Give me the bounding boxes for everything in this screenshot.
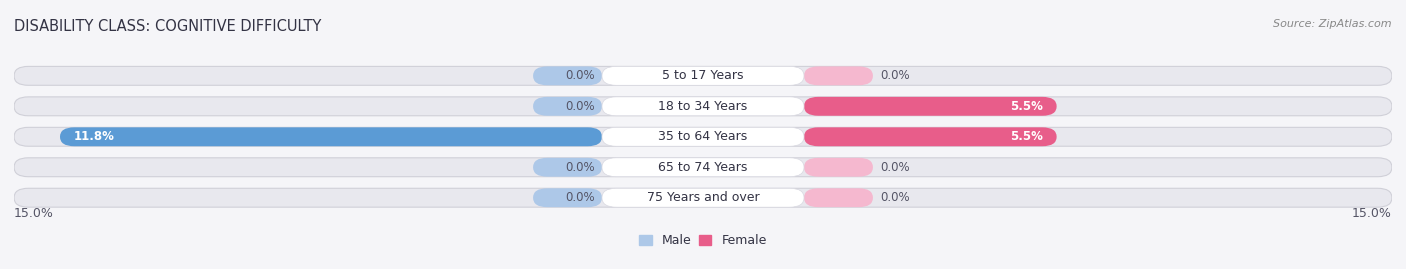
FancyBboxPatch shape	[804, 66, 873, 85]
Text: 75 Years and over: 75 Years and over	[647, 191, 759, 204]
FancyBboxPatch shape	[804, 158, 873, 177]
Text: 65 to 74 Years: 65 to 74 Years	[658, 161, 748, 174]
Text: 5 to 17 Years: 5 to 17 Years	[662, 69, 744, 82]
FancyBboxPatch shape	[533, 188, 602, 207]
FancyBboxPatch shape	[14, 97, 1392, 116]
Text: Source: ZipAtlas.com: Source: ZipAtlas.com	[1274, 19, 1392, 29]
Text: 11.8%: 11.8%	[73, 130, 115, 143]
FancyBboxPatch shape	[14, 188, 1392, 207]
Text: 5.5%: 5.5%	[1010, 130, 1043, 143]
FancyBboxPatch shape	[804, 97, 1057, 116]
FancyBboxPatch shape	[60, 127, 602, 146]
Text: DISABILITY CLASS: COGNITIVE DIFFICULTY: DISABILITY CLASS: COGNITIVE DIFFICULTY	[14, 19, 322, 34]
Text: 0.0%: 0.0%	[565, 191, 595, 204]
FancyBboxPatch shape	[602, 97, 804, 116]
Text: 0.0%: 0.0%	[565, 100, 595, 113]
Text: 0.0%: 0.0%	[565, 69, 595, 82]
FancyBboxPatch shape	[602, 127, 804, 146]
FancyBboxPatch shape	[14, 127, 1392, 146]
FancyBboxPatch shape	[602, 158, 804, 177]
Text: 0.0%: 0.0%	[880, 191, 910, 204]
Text: 15.0%: 15.0%	[1353, 207, 1392, 220]
Text: 5.5%: 5.5%	[1010, 100, 1043, 113]
Text: 0.0%: 0.0%	[565, 161, 595, 174]
FancyBboxPatch shape	[533, 97, 602, 116]
Text: 0.0%: 0.0%	[880, 69, 910, 82]
FancyBboxPatch shape	[533, 158, 602, 177]
FancyBboxPatch shape	[533, 66, 602, 85]
Text: 0.0%: 0.0%	[880, 161, 910, 174]
FancyBboxPatch shape	[602, 66, 804, 85]
FancyBboxPatch shape	[804, 127, 1057, 146]
FancyBboxPatch shape	[14, 158, 1392, 177]
Text: 35 to 64 Years: 35 to 64 Years	[658, 130, 748, 143]
FancyBboxPatch shape	[14, 66, 1392, 85]
Legend: Male, Female: Male, Female	[634, 229, 772, 252]
Text: 18 to 34 Years: 18 to 34 Years	[658, 100, 748, 113]
FancyBboxPatch shape	[804, 188, 873, 207]
Text: 15.0%: 15.0%	[14, 207, 53, 220]
FancyBboxPatch shape	[602, 188, 804, 207]
